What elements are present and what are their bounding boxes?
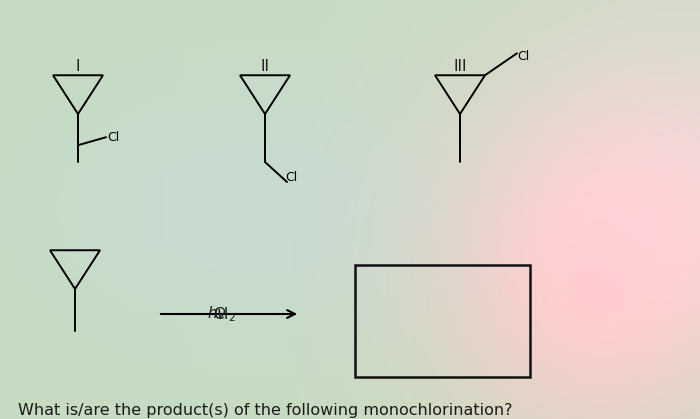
Text: Cl: Cl [285,171,298,184]
Text: $\mathrm{Cl_2}$: $\mathrm{Cl_2}$ [213,305,235,324]
Text: Cl: Cl [517,50,529,63]
Text: II: II [260,59,270,74]
Text: Cl: Cl [107,131,119,144]
Text: III: III [454,59,467,74]
Text: $h\nu$: $h\nu$ [207,305,227,321]
Text: I: I [76,59,80,74]
Bar [355,265,530,377]
Text: What is/are the product(s) of the following monochlorination?: What is/are the product(s) of the follow… [18,403,512,418]
